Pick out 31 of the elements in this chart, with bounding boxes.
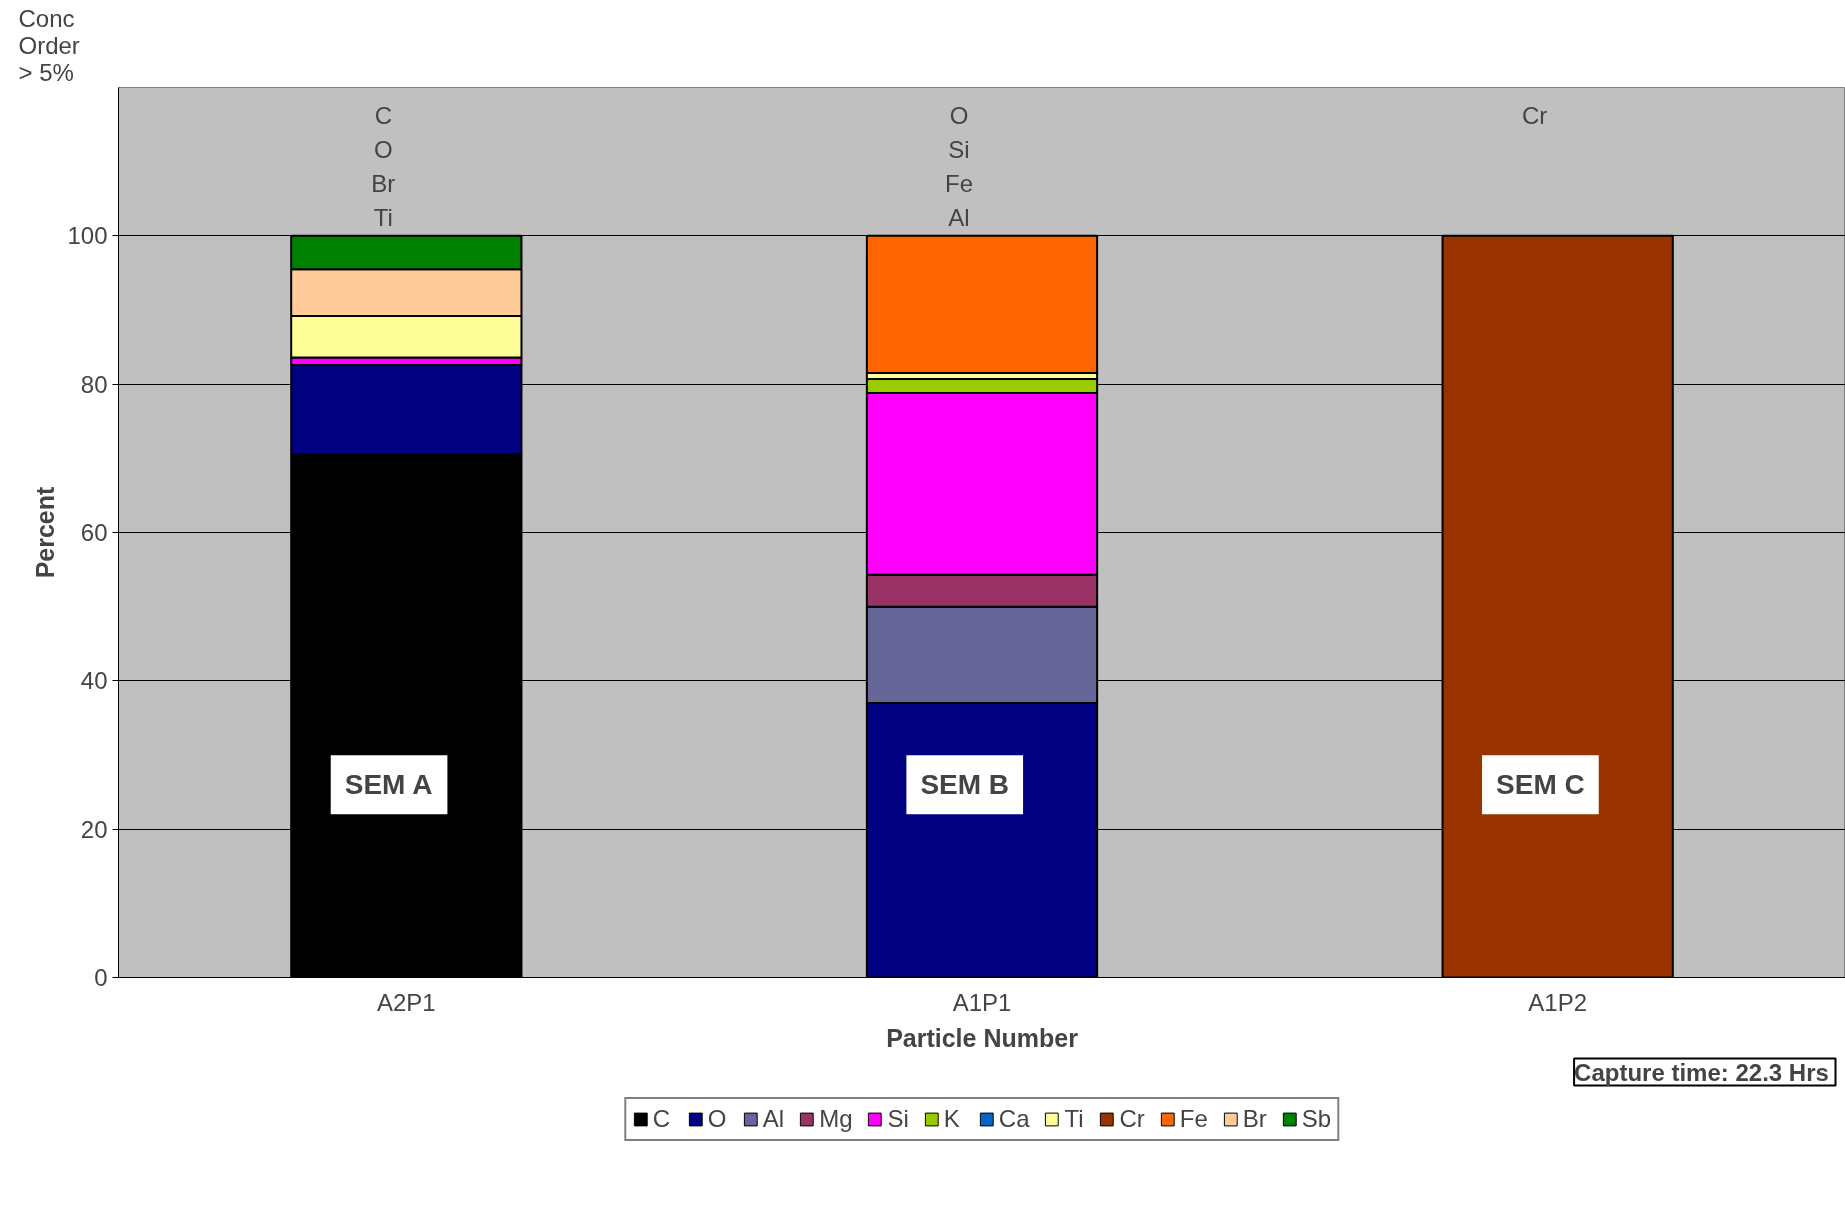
legend-label: Sb xyxy=(1301,1105,1332,1133)
annotation: SEM B xyxy=(920,769,1010,801)
annotation: C O Br Ti xyxy=(371,102,396,231)
legend-label: C xyxy=(652,1105,672,1133)
x-tick-label: A2P1 xyxy=(376,988,436,1016)
annotation: Cr xyxy=(1521,102,1548,130)
y-axis-title: Percent xyxy=(31,485,60,579)
legend-label: Br xyxy=(1242,1105,1267,1133)
annotation: SEM C xyxy=(1496,769,1585,801)
y-tick-label: 20 xyxy=(80,815,108,843)
legend-label: Ti xyxy=(1064,1105,1085,1133)
y-tick-label: 60 xyxy=(80,519,108,546)
x-axis-title: Particle Number xyxy=(886,1023,1079,1052)
legend-label: Cr xyxy=(1119,1105,1145,1133)
annotation: O Si Fe Al xyxy=(944,102,973,231)
y-tick-label: 80 xyxy=(80,370,108,398)
legend-label: Fe xyxy=(1179,1105,1208,1133)
legend-label: O xyxy=(707,1105,728,1133)
legend-label: Ca xyxy=(998,1105,1030,1133)
legend-label: Si xyxy=(887,1105,909,1133)
y-tick-label: 100 xyxy=(67,222,108,250)
x-tick-label: A1P2 xyxy=(1528,988,1588,1016)
text: Capture time: 22.3 Hrs xyxy=(1574,1058,1829,1086)
legend-label: Al xyxy=(762,1105,785,1133)
x-tick-label: A1P1 xyxy=(952,988,1012,1016)
legend-label: Mg xyxy=(819,1105,853,1133)
y-tick-label: 0 xyxy=(94,964,108,991)
legend-label: K xyxy=(943,1105,961,1133)
y-tick-label: 40 xyxy=(80,667,108,695)
annotation: SEM A xyxy=(344,769,433,801)
text: Conc Order > 5% xyxy=(18,4,80,86)
